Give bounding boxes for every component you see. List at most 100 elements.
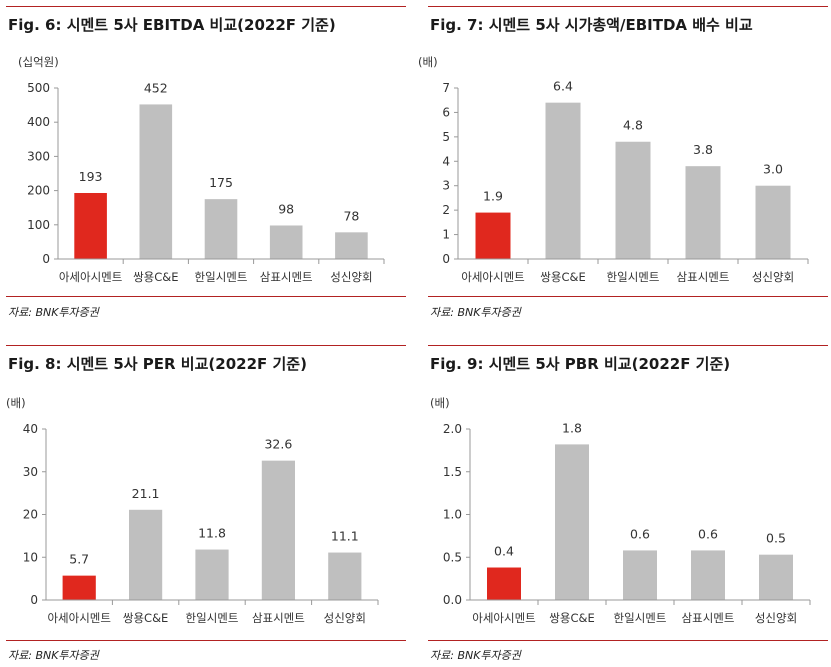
bar-asia-cement <box>74 192 107 259</box>
y-tick-label: 3 <box>442 179 450 193</box>
x-tick-label-sungshin-cement: 성신양회 <box>324 611 366 625</box>
y-unit-label: (배) <box>430 396 450 410</box>
bar-sampyo-cement <box>269 225 303 259</box>
y-tick-label: 1.0 <box>443 508 462 522</box>
chart-title: Fig. 7: 시멘트 5사 시가총액/EBITDA 배수 비교 <box>430 16 753 34</box>
y-tick-label: 0 <box>442 252 450 266</box>
data-label-sampyo-cement: 32.6 <box>264 437 292 452</box>
y-tick-label: 1.5 <box>443 465 462 479</box>
data-label-asia-cement: 1.9 <box>483 189 503 204</box>
bar-hanil-cement <box>615 141 651 259</box>
bar-chart-fig9: (배) 0.0 0.5 1.0 1.5 2.0 0.4 아세아시멘트 1.8 쌍용C&E 0.6 한일… <box>430 396 811 625</box>
data-label-sungshin-cement: 78 <box>343 208 359 223</box>
bar-chart-fig8: (배) 0 10 20 30 40 5.7 아세아시멘트 21.1 쌍용C&E 11.8 한일시멘트 3… <box>6 396 379 625</box>
x-tick-label-sungshin-cement: 성신양회 <box>330 270 372 284</box>
data-label-hanil-cement: 0.6 <box>630 526 650 541</box>
bar-sungshin-cement <box>335 232 368 259</box>
data-label-asia-cement: 193 <box>79 169 103 184</box>
bar-chart-fig7: (배) 0 1 2 3 4 5 6 7 1.9 아세아시멘트 6.4 쌍용C&E 4.8 한일시멘트 3.8 삼… <box>418 55 809 284</box>
y-tick-label: 10 <box>23 550 38 564</box>
source-note: 자료: BNK투자증권 <box>430 649 521 662</box>
panel-bottom-rule <box>6 640 406 641</box>
y-tick-label: 40 <box>23 422 38 436</box>
y-tick-label: 20 <box>23 508 38 522</box>
y-tick-label: 400 <box>27 115 50 129</box>
bar-ssangyong-ce <box>129 509 163 600</box>
y-tick-label: 30 <box>23 465 38 479</box>
x-tick-label-hanil-cement: 한일시멘트 <box>607 270 660 284</box>
bar-sungshin-cement <box>759 554 793 600</box>
chart-title: Fig. 6: 시멘트 5사 EBITDA 비교(2022F 기준) <box>8 16 336 34</box>
source-note: 자료: BNK투자증권 <box>430 306 521 319</box>
y-tick-label: 0 <box>42 252 50 266</box>
y-tick-label: 4 <box>442 154 450 168</box>
x-tick-label-sungshin-cement: 성신양회 <box>752 270 794 284</box>
y-tick-label: 100 <box>27 218 50 232</box>
panel-top-rule <box>428 6 828 7</box>
x-tick-label-asia-cement: 아세아시멘트 <box>461 270 524 284</box>
data-label-ssangyong-ce: 6.4 <box>553 79 573 94</box>
x-tick-label-sampyo-cement: 삼표시멘트 <box>677 270 730 284</box>
panel-top-rule <box>428 345 828 346</box>
chart-panel-fig9: Fig. 9: 시멘트 5사 PBR 비교(2022F 기준) (배) 0.0 0.… <box>428 345 828 665</box>
data-label-asia-cement: 5.7 <box>69 552 89 567</box>
bar-sungshin-cement <box>328 552 362 600</box>
y-tick-label: 7 <box>442 81 450 95</box>
chart-title: Fig. 8: 시멘트 5사 PER 비교(2022F 기준) <box>8 355 307 373</box>
x-tick-label-sungshin-cement: 성신양회 <box>755 611 797 625</box>
source-note: 자료: BNK투자증권 <box>8 649 99 662</box>
bar-sampyo-cement <box>685 166 721 259</box>
y-tick-label: 500 <box>27 81 50 95</box>
bar-hanil-cement <box>623 550 657 600</box>
bar-asia-cement <box>475 212 511 259</box>
data-label-hanil-cement: 4.8 <box>623 118 643 133</box>
source-note: 자료: BNK투자증권 <box>8 306 99 319</box>
y-tick-label: 2.0 <box>443 422 462 436</box>
bar-ssangyong-ce <box>139 104 173 259</box>
y-unit-label: (배) <box>6 396 26 410</box>
y-tick-label: 300 <box>27 149 50 163</box>
panel-bottom-rule <box>428 640 828 641</box>
y-tick-label: 2 <box>442 203 450 217</box>
x-tick-label-ssangyong-ce: 쌍용C&E <box>133 270 178 284</box>
data-label-sampyo-cement: 98 <box>278 201 294 216</box>
data-label-sungshin-cement: 0.5 <box>766 531 786 546</box>
x-tick-label-ssangyong-ce: 쌍용C&E <box>540 270 585 284</box>
bar-sampyo-cement <box>691 550 725 600</box>
y-unit-label: (십억원) <box>18 55 59 69</box>
x-tick-label-hanil-cement: 한일시멘트 <box>195 270 248 284</box>
x-tick-label-sampyo-cement: 삼표시멘트 <box>252 611 305 625</box>
x-tick-label-ssangyong-ce: 쌍용C&E <box>123 611 168 625</box>
chart-panel-fig7: Fig. 7: 시멘트 5사 시가총액/EBITDA 배수 비교 (배) 0 1 2 3… <box>418 6 828 326</box>
data-label-sungshin-cement: 3.0 <box>763 162 783 177</box>
x-tick-label-asia-cement: 아세아시멘트 <box>472 611 535 625</box>
bar-sungshin-cement <box>755 185 791 259</box>
panel-bottom-rule <box>6 296 406 297</box>
bar-hanil-cement <box>204 199 238 259</box>
data-label-asia-cement: 0.4 <box>494 544 514 559</box>
panel-bottom-rule <box>428 296 828 297</box>
x-tick-label-sampyo-cement: 삼표시멘트 <box>682 611 735 625</box>
bar-sampyo-cement <box>261 460 295 600</box>
y-tick-label: 200 <box>27 184 50 198</box>
y-tick-label: 5 <box>442 130 450 144</box>
data-label-hanil-cement: 175 <box>209 175 233 190</box>
y-tick-label: 0.5 <box>443 550 462 564</box>
y-tick-label: 0.0 <box>443 593 462 607</box>
bar-hanil-cement <box>195 549 229 600</box>
x-tick-label-hanil-cement: 한일시멘트 <box>186 611 239 625</box>
panel-top-rule <box>6 6 406 7</box>
data-label-sungshin-cement: 11.1 <box>331 529 359 544</box>
bar-asia-cement <box>62 575 96 600</box>
bar-chart-fig6: (십억원) 0 100 200 300 400 500 193 아세아시멘트 452 쌍용C&E 17… <box>18 55 385 284</box>
y-tick-label: 1 <box>442 228 450 242</box>
y-tick-label: 0 <box>30 593 38 607</box>
bar-asia-cement <box>487 567 521 600</box>
data-label-sampyo-cement: 0.6 <box>698 526 718 541</box>
bar-ssangyong-ce <box>555 444 589 600</box>
data-label-ssangyong-ce: 1.8 <box>562 420 582 435</box>
x-tick-label-hanil-cement: 한일시멘트 <box>614 611 667 625</box>
y-unit-label: (배) <box>418 55 438 69</box>
x-tick-label-ssangyong-ce: 쌍용C&E <box>549 611 594 625</box>
bar-ssangyong-ce <box>545 102 581 260</box>
